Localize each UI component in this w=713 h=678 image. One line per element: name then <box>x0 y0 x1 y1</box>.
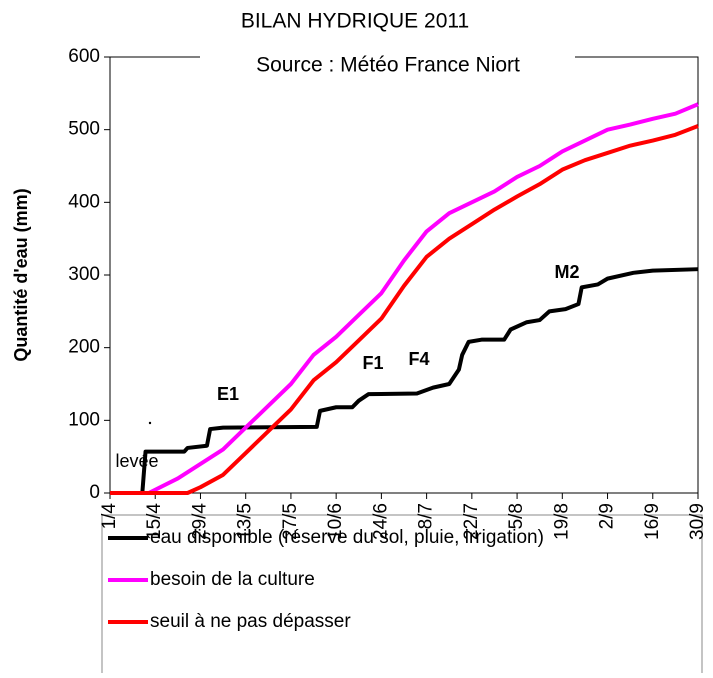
x-tick-label: 16/9 <box>642 503 663 540</box>
x-tick-label: 19/8 <box>551 503 572 540</box>
y-axis-label: Quantité d'eau (mm) <box>11 188 31 361</box>
dot <box>148 421 152 425</box>
x-tick-label: 27/5 <box>280 503 301 540</box>
subtitle-bg <box>200 48 575 78</box>
chart-subtitle: Source : Météo France Niort <box>256 54 520 77</box>
annotation: M2 <box>554 262 579 282</box>
x-tick-label: 30/9 <box>687 503 708 540</box>
x-tick-label: 22/7 <box>461 503 482 540</box>
series-line <box>110 124 699 495</box>
y-tick-label: 200 <box>68 337 100 358</box>
x-tick-label: 24/6 <box>370 503 391 540</box>
x-tick-label: 15/4 <box>144 503 165 540</box>
x-tick-label: 8/7 <box>416 503 437 529</box>
annotation: E1 <box>217 384 239 404</box>
y-tick-label: 600 <box>68 46 100 67</box>
x-tick-label: 1/4 <box>99 503 120 530</box>
x-tick-label: 29/4 <box>189 503 210 540</box>
x-tick-label: 5/8 <box>506 503 527 529</box>
legend-label: besoin de la culture <box>150 569 315 590</box>
y-tick-label: 0 <box>89 482 100 503</box>
y-tick-label: 400 <box>68 191 100 212</box>
annotation: F4 <box>408 349 429 369</box>
x-tick-label: 2/9 <box>597 503 618 529</box>
y-tick-label: 100 <box>68 409 100 430</box>
y-tick-label: 500 <box>68 119 100 140</box>
legend-label: eau disponible (réserve du sol, pluie, i… <box>150 527 544 548</box>
legend <box>101 514 703 676</box>
x-tick-label: 10/6 <box>325 503 346 540</box>
x-tick-label: 13/5 <box>235 503 256 540</box>
series-line <box>110 267 699 495</box>
annotation: levée <box>115 451 158 471</box>
annotation: F1 <box>362 353 383 373</box>
legend-label: seuil à ne pas dépasser <box>150 611 351 632</box>
y-tick-label: 300 <box>68 264 100 285</box>
series-line <box>110 102 699 495</box>
chart-title: BILAN HYDRIQUE 2011 <box>241 10 469 33</box>
